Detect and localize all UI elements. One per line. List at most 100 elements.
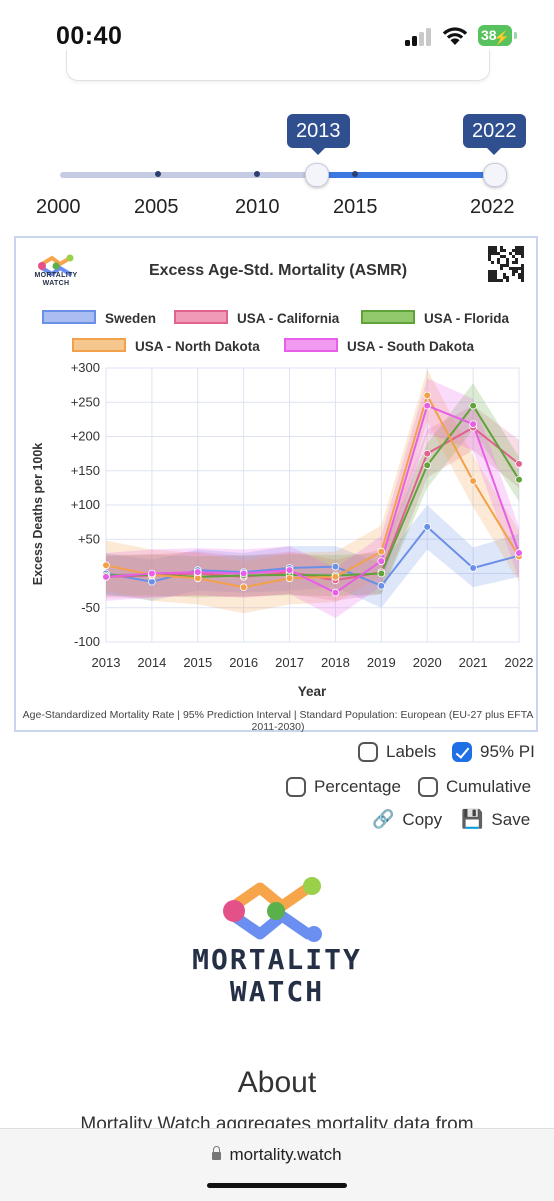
pi-band-usa-north-dakota [106,369,519,614]
qr-module [518,276,521,279]
qr-module [509,267,512,270]
cumulative-checkbox[interactable] [418,777,438,797]
x-tick-label: 2020 [413,655,442,670]
pi-checkbox[interactable] [452,742,472,762]
qr-module [491,273,494,276]
x-tick-label: 2014 [137,655,166,670]
qr-module [515,270,518,273]
save-button[interactable]: 💾 Save [461,809,530,830]
qr-module [491,252,494,255]
qr-module [503,264,506,267]
footer-logo-text: MORTALITY WATCH [150,944,404,1008]
status-bar: 00:40 38 ⚡ [0,0,554,70]
qr-module [500,279,503,282]
data-point-usa-north-dakota [469,477,477,485]
x-tick-label: 2018 [321,655,350,670]
data-point-usa-south-dakota [148,569,156,578]
data-point-usa-north-dakota [285,574,294,583]
qr-module [512,249,515,252]
y-tick-label: -100 [74,634,100,649]
data-point-usa-california [423,449,432,458]
mortality-watch-logo-icon [38,254,74,277]
legend-swatch [361,310,415,324]
legend-swatch [72,338,126,352]
lock-icon [212,1146,222,1160]
qr-module [518,249,521,252]
pi-band-usa-south-dakota [106,378,519,619]
chart-grid [105,367,520,643]
chart-logo-line1: MORTALITY [34,272,78,279]
qr-module [491,276,494,279]
legend-label: USA - North Dakota [135,339,260,354]
browser-url-bar[interactable]: mortality.watch [0,1128,554,1201]
qr-module [518,273,521,276]
labels-checkbox[interactable] [358,742,378,762]
y-tick-label: -50 [81,600,100,615]
data-point-sweden [331,562,340,571]
qr-module [512,270,515,273]
qr-module [500,264,503,267]
qr-module [494,276,497,279]
cumulative-checkbox-option[interactable]: Cumulative [418,777,531,797]
qr-module [503,273,506,276]
legend-item-usa-north-dakota[interactable]: USA - North Dakota [72,338,260,358]
data-point-usa-south-dakota [102,573,110,581]
qr-module [494,270,497,273]
qr-module [515,252,518,255]
slider-tick [254,171,260,177]
percentage-checkbox[interactable] [286,777,306,797]
home-indicator[interactable] [207,1183,347,1188]
x-tick-label: 2021 [459,655,488,670]
qr-module [515,267,518,270]
pi-checkbox-option[interactable]: 95% PI [452,742,535,762]
y-tick-label: +100 [71,497,100,512]
qr-module [500,249,503,252]
chart-plot: +300+250+200+150+100+50-50-100 2013 2014 2… [31,360,533,699]
charging-bolt-icon: ⚡ [493,30,510,45]
qr-module [506,258,509,261]
qr-module [488,258,491,261]
qr-module [521,252,524,255]
qr-module [521,279,524,282]
year-range-slider[interactable]: 2013 2022 2000 2005 2010 2015 2022 [0,110,554,220]
previous-card [66,50,490,81]
data-point-usa-north-dakota [331,573,340,581]
legend-item-usa-california[interactable]: USA - California [174,310,339,330]
slider-track[interactable] [60,172,494,178]
qr-module [497,258,500,261]
qr-module [500,255,503,258]
qr-module [491,279,494,282]
qr-module [497,252,500,255]
legend-item-usa-south-dakota[interactable]: USA - South Dakota [284,338,474,358]
legend-item-sweden[interactable]: Sweden [42,310,156,330]
legend-item-usa-florida[interactable]: USA - Florida [361,310,509,330]
mortality-watch-logo-icon [223,877,322,942]
slider-start-handle[interactable] [305,163,329,187]
save-button-label: Save [491,809,531,829]
qr-module [512,261,515,264]
qr-module [494,249,497,252]
y-tick-label: +300 [71,360,100,375]
copy-button[interactable]: 🔗 Copy [372,809,442,830]
qr-module [491,249,494,252]
qr-module [506,264,509,267]
qr-module [518,246,521,249]
qr-module [521,270,524,273]
percentage-checkbox-option[interactable]: Percentage [286,777,401,797]
qr-module [506,261,509,264]
plot-border [105,367,520,643]
slider-end-tooltip: 2022 [463,114,526,155]
qr-module [515,261,518,264]
slider-end-handle[interactable] [483,163,507,187]
battery-level: 38 [481,27,497,43]
clock: 00:40 [56,22,123,50]
qr-module [518,267,521,270]
url-display[interactable]: mortality.watch [0,1145,554,1165]
wifi-icon [442,27,468,45]
x-axis-label: Year [298,684,327,699]
x-tick-label: 2016 [229,655,258,670]
cumulative-checkbox-label: Cumulative [446,777,532,796]
data-point-sweden [377,582,386,590]
labels-checkbox-option[interactable]: Labels [358,742,436,762]
footer-logo-line2: WATCH [229,975,325,1008]
